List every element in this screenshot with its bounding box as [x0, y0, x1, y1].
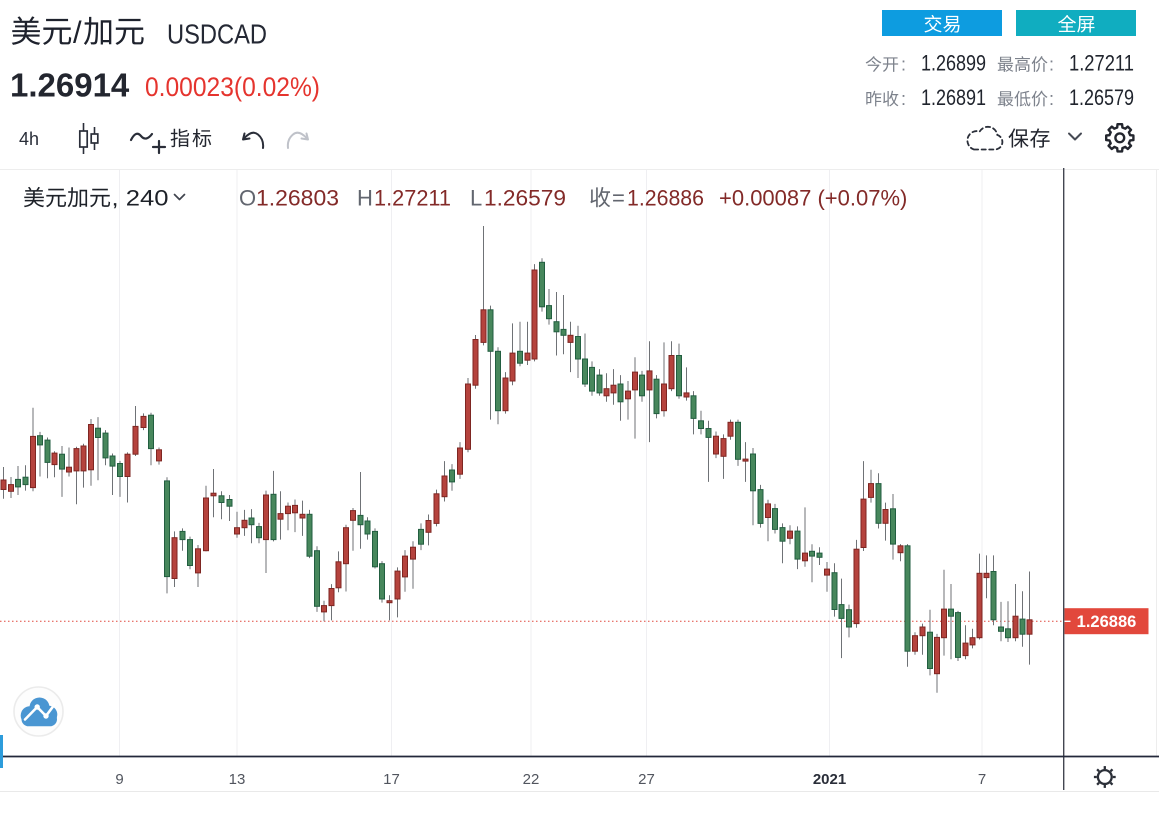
svg-text:L: L	[470, 186, 482, 211]
svg-text:O: O	[239, 186, 256, 211]
svg-text::: :	[901, 55, 906, 75]
svg-text:1.26891: 1.26891	[921, 85, 986, 110]
svg-text:1.26579: 1.26579	[484, 186, 566, 211]
svg-text:1.26886: 1.26886	[627, 186, 704, 211]
svg-text:1.26803: 1.26803	[256, 186, 339, 211]
svg-text:USDCAD: USDCAD	[167, 19, 267, 50]
svg-text:+0.00087 (+0.07%): +0.00087 (+0.07%)	[719, 186, 907, 211]
svg-text:13: 13	[229, 771, 246, 788]
svg-text:4h: 4h	[19, 129, 39, 149]
svg-text::: :	[901, 89, 906, 109]
svg-text:22: 22	[523, 771, 540, 788]
svg-text:17: 17	[383, 771, 400, 788]
svg-text:27: 27	[638, 771, 655, 788]
svg-text:1.26579: 1.26579	[1069, 85, 1134, 110]
svg-text:/: /	[73, 15, 82, 50]
svg-text:1.26899: 1.26899	[921, 51, 986, 76]
svg-text:H: H	[357, 186, 373, 211]
svg-text:0.00023(0.02%): 0.00023(0.02%)	[145, 72, 320, 102]
svg-text:1.27211: 1.27211	[374, 186, 451, 211]
svg-text::: :	[1049, 89, 1054, 109]
svg-text:7: 7	[978, 771, 986, 788]
svg-text:1.26914: 1.26914	[10, 67, 130, 104]
svg-text:9: 9	[115, 771, 123, 788]
svg-text:=: =	[612, 186, 625, 211]
svg-text::: :	[1049, 55, 1054, 75]
svg-text:1.26886: 1.26886	[1077, 613, 1137, 631]
svg-text:2021: 2021	[813, 771, 846, 788]
svg-text:, 240: , 240	[112, 186, 169, 211]
svg-text:1.27211: 1.27211	[1069, 51, 1134, 76]
